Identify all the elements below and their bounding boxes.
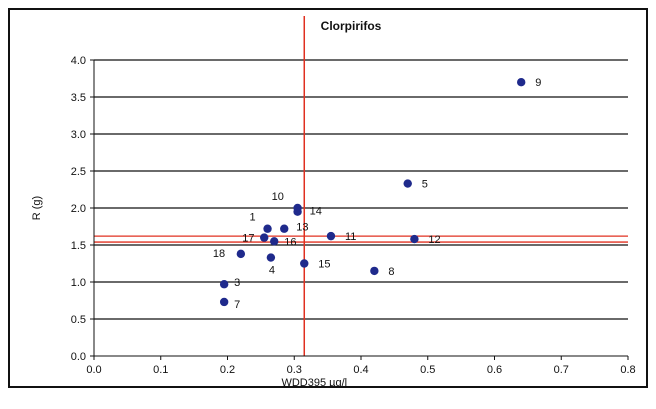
y-tick-label: 4.0 bbox=[71, 55, 86, 67]
point-label: 14 bbox=[310, 206, 322, 218]
point-label: 7 bbox=[234, 299, 240, 311]
y-tick-labels: 0.0 0.5 1.0 1.5 2.0 2.5 3.0 3.5 4.0 bbox=[71, 55, 94, 363]
data-point bbox=[270, 237, 279, 246]
x-tick-label: 0.6 bbox=[487, 364, 502, 376]
x-tick-label: 0.7 bbox=[554, 364, 569, 376]
data-points: 9 5 10 14 1 13 11 12 17 16 18 4 15 8 3 7 bbox=[213, 77, 541, 311]
x-axis-title: WDD395 µg/l bbox=[281, 377, 347, 386]
point-label: 10 bbox=[272, 191, 284, 203]
point-label: 15 bbox=[318, 259, 330, 271]
x-tick-label: 0.5 bbox=[420, 364, 435, 376]
data-point bbox=[263, 224, 272, 233]
y-tick-label: 1.0 bbox=[71, 277, 86, 289]
point-label: 17 bbox=[242, 233, 254, 245]
data-point bbox=[266, 253, 276, 262]
y-tick-label: 3.0 bbox=[71, 129, 86, 141]
point-label: 16 bbox=[284, 236, 296, 248]
grid-lines bbox=[94, 59, 628, 320]
data-point bbox=[293, 207, 302, 216]
point-label: 1 bbox=[250, 212, 256, 224]
data-point bbox=[370, 266, 379, 276]
point-label: 13 bbox=[296, 222, 308, 234]
y-tick-label: 2.5 bbox=[71, 166, 86, 178]
x-tick-label: 0.2 bbox=[220, 364, 235, 376]
x-tick-label: 0.8 bbox=[620, 364, 635, 376]
data-point bbox=[300, 259, 309, 268]
data-point bbox=[403, 179, 412, 188]
data-point bbox=[410, 234, 419, 244]
data-point bbox=[219, 297, 229, 307]
scatter-chart: 0.0 0.1 0.2 0.3 0.4 0.5 0.6 0.7 0.8 0.0 0.5 1.0 1.5… bbox=[31, 16, 636, 386]
reference-lines bbox=[94, 16, 628, 356]
y-tick-label: 1.5 bbox=[71, 240, 86, 252]
data-point bbox=[260, 233, 269, 242]
y-tick-label: 0.5 bbox=[71, 314, 86, 326]
x-tick-label: 0.3 bbox=[287, 364, 302, 376]
point-label: 3 bbox=[234, 277, 240, 289]
data-point bbox=[236, 249, 246, 259]
point-label: 11 bbox=[345, 231, 356, 243]
point-label: 8 bbox=[388, 266, 394, 278]
point-label: 5 bbox=[422, 179, 428, 191]
data-point bbox=[517, 78, 526, 87]
y-tick-label: 0.0 bbox=[71, 351, 86, 363]
x-tick-labels: 0.0 0.1 0.2 0.3 0.4 0.5 0.6 0.7 0.8 bbox=[86, 356, 636, 376]
x-tick-label: 0.4 bbox=[353, 364, 368, 376]
chart-title: Clorpirifos bbox=[321, 19, 382, 33]
x-tick-label: 0.1 bbox=[153, 364, 168, 376]
point-label: 9 bbox=[535, 77, 541, 89]
point-label: 4 bbox=[269, 265, 275, 277]
point-label: 18 bbox=[213, 248, 225, 260]
chart-frame: 0.0 0.1 0.2 0.3 0.4 0.5 0.6 0.7 0.8 0.0 0.5 1.0 1.5… bbox=[8, 8, 648, 388]
data-point bbox=[326, 231, 336, 241]
y-tick-label: 2.0 bbox=[71, 203, 86, 215]
data-point bbox=[219, 280, 229, 289]
y-axis-title: R (g) bbox=[31, 196, 43, 220]
x-tick-label: 0.0 bbox=[86, 364, 101, 376]
y-tick-label: 3.5 bbox=[71, 92, 86, 104]
data-point bbox=[280, 224, 289, 233]
point-label: 12 bbox=[428, 234, 440, 246]
